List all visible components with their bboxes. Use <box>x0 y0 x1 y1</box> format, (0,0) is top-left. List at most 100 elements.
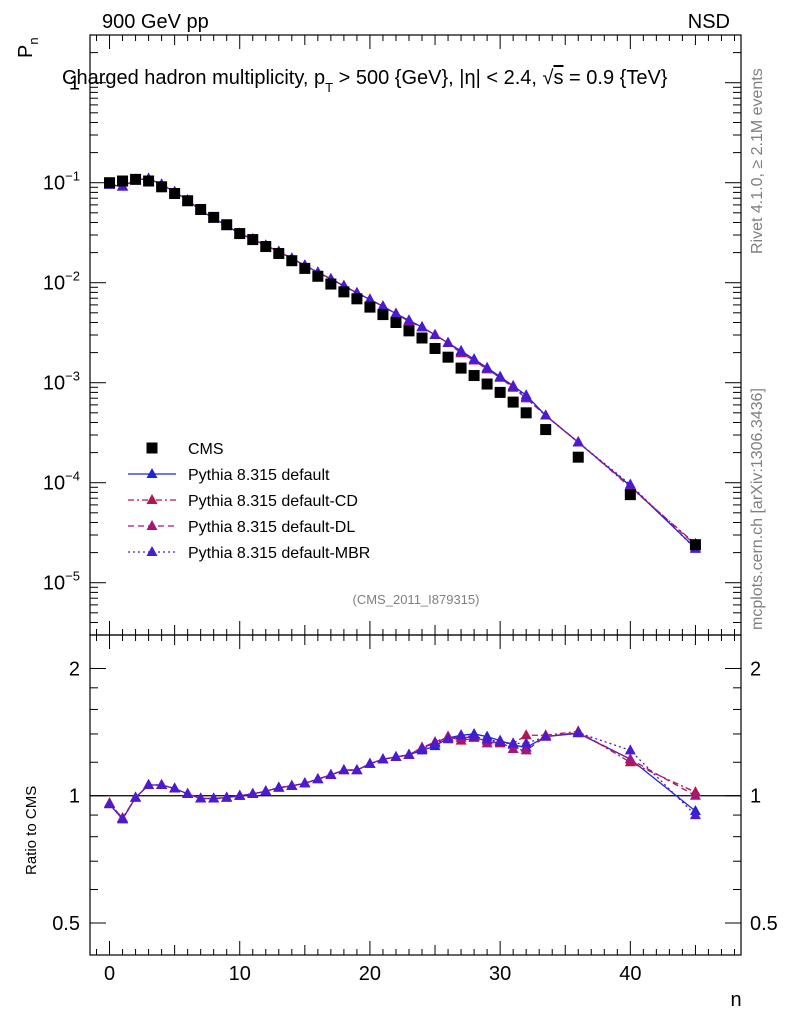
data-point-mbr <box>377 300 389 311</box>
data-point-cms <box>156 181 168 193</box>
series-line-dl <box>109 177 696 546</box>
main-panel: 110−110−210−310−410−5 Pn Charged hadron … <box>15 34 742 636</box>
data-point-cms <box>182 195 194 207</box>
ratio-point-mbr <box>429 737 441 748</box>
data-point-mbr <box>364 293 376 304</box>
x-axis-label: n <box>730 989 741 1011</box>
ratio-point-mbr <box>572 726 584 737</box>
y-tick-label: 10−1 <box>43 169 80 195</box>
data-point-mbr <box>481 362 493 373</box>
ratio-point-mbr <box>468 730 480 741</box>
legend-label: CMS <box>188 441 224 458</box>
data-point-cms <box>364 301 376 313</box>
ratio-point-mbr <box>494 735 506 746</box>
data-point-mbr <box>403 314 415 325</box>
data-point-cms <box>416 332 428 344</box>
ratio-series-cd <box>104 725 701 823</box>
ratio-panel: 0 10 20 30 40 0.5 0.5 1 1 2 2 Ratio to CMS n <box>23 634 778 1011</box>
data-point-mbr <box>507 380 519 391</box>
title-s: s <box>553 67 563 89</box>
y-tick-exp: −2 <box>65 269 80 284</box>
ratio-series <box>104 725 701 824</box>
data-point-mbr <box>390 307 402 318</box>
y-tick-label: 10−2 <box>43 269 80 295</box>
ratio-point-mbr <box>390 750 402 761</box>
y-tick-base: 10 <box>43 173 65 195</box>
ratio-point-mbr <box>299 777 311 788</box>
ratio-line-mbr <box>109 731 696 821</box>
ratio-point-dl <box>520 744 532 755</box>
series-cms <box>104 173 701 551</box>
header-right: NSD <box>688 11 730 33</box>
data-point-cms <box>507 396 519 408</box>
data-point-mbr <box>468 353 480 364</box>
analysis-id: (CMS_2011_I879315) <box>353 592 480 607</box>
ratio-point-mbr <box>540 730 552 741</box>
data-point-cms <box>299 262 311 274</box>
ratio-line-cd <box>109 730 696 820</box>
ratio-point-mbr <box>312 773 324 784</box>
data-point-cms <box>520 407 532 419</box>
y-tick-exp: −1 <box>65 169 80 184</box>
y-axis-label-main: Pn <box>15 37 41 58</box>
title-sub-t: T <box>325 80 333 95</box>
legend-item-cms: CMS <box>146 441 224 458</box>
data-point-cms <box>208 211 220 223</box>
data-point-cms <box>104 177 116 189</box>
title-part-3: = 0.9 {TeV} <box>563 67 667 89</box>
data-point-cms <box>351 293 363 305</box>
legend-item-default: Pythia 8.315 default <box>128 467 330 484</box>
ratio-point-mbr <box>117 813 129 824</box>
y-tick-label: 10−5 <box>43 569 80 595</box>
data-point-cms <box>130 173 142 185</box>
x-tick-label: 10 <box>229 963 251 985</box>
legend-label: Pythia 8.315 default-DL <box>188 519 355 536</box>
ratio-y-tick-label-right: 1 <box>750 786 761 808</box>
legend-marker <box>146 442 158 454</box>
ratio-point-dl <box>624 753 636 764</box>
ratio-ticks: 0 10 20 30 40 0.5 0.5 1 1 2 2 <box>52 635 778 985</box>
y-tick-base: 10 <box>43 373 65 395</box>
data-point-cms <box>325 278 337 290</box>
data-point-mbr <box>572 436 584 447</box>
data-point-cms <box>169 188 181 200</box>
ratio-point-mbr <box>182 787 194 798</box>
data-point-cms <box>494 386 506 398</box>
data-point-cms <box>377 309 389 321</box>
title-sqrt: √ <box>543 67 554 89</box>
data-point-cms <box>195 203 207 215</box>
ratio-series-dl <box>104 726 701 823</box>
data-point-cms <box>221 219 233 231</box>
ratio-point-mbr <box>143 779 155 790</box>
ratio-point-mbr <box>377 753 389 764</box>
ratio-point-mbr <box>403 748 415 759</box>
data-point-cms <box>624 489 636 501</box>
ratio-point-mbr <box>221 791 233 802</box>
data-point-cms <box>247 234 259 246</box>
ratio-point-dl <box>689 789 701 800</box>
y-tick-base: 10 <box>43 573 65 595</box>
data-point-cms <box>143 175 155 187</box>
ratio-line-dl <box>109 731 696 820</box>
ratio-point-mbr <box>325 768 337 779</box>
x-tick-label: 30 <box>489 963 511 985</box>
data-point-cms <box>273 247 285 259</box>
data-point-cms <box>286 255 298 267</box>
ratio-point-mbr <box>689 809 701 820</box>
data-point-cms <box>390 317 402 329</box>
legend-item-mbr: Pythia 8.315 default-MBR <box>128 545 370 562</box>
data-point-mbr <box>416 321 428 332</box>
ratio-point-mbr <box>442 733 454 744</box>
ratio-point-mbr <box>260 785 272 796</box>
legend-item-dl: Pythia 8.315 default-DL <box>128 519 355 536</box>
y-tick-label: 10−3 <box>43 369 80 395</box>
data-point-mbr <box>429 329 441 339</box>
data-point-mbr <box>540 409 552 420</box>
data-point-mbr <box>442 336 454 347</box>
legend: CMS Pythia 8.315 default Pythia 8.315 defa… <box>128 441 370 562</box>
y-axis-label-ratio: Ratio to CMS <box>23 786 40 875</box>
data-point-cms <box>338 286 350 298</box>
y-tick-label: 1 <box>69 73 80 95</box>
ratio-point-mbr <box>130 791 142 802</box>
x-tick-label: 0 <box>104 963 115 985</box>
